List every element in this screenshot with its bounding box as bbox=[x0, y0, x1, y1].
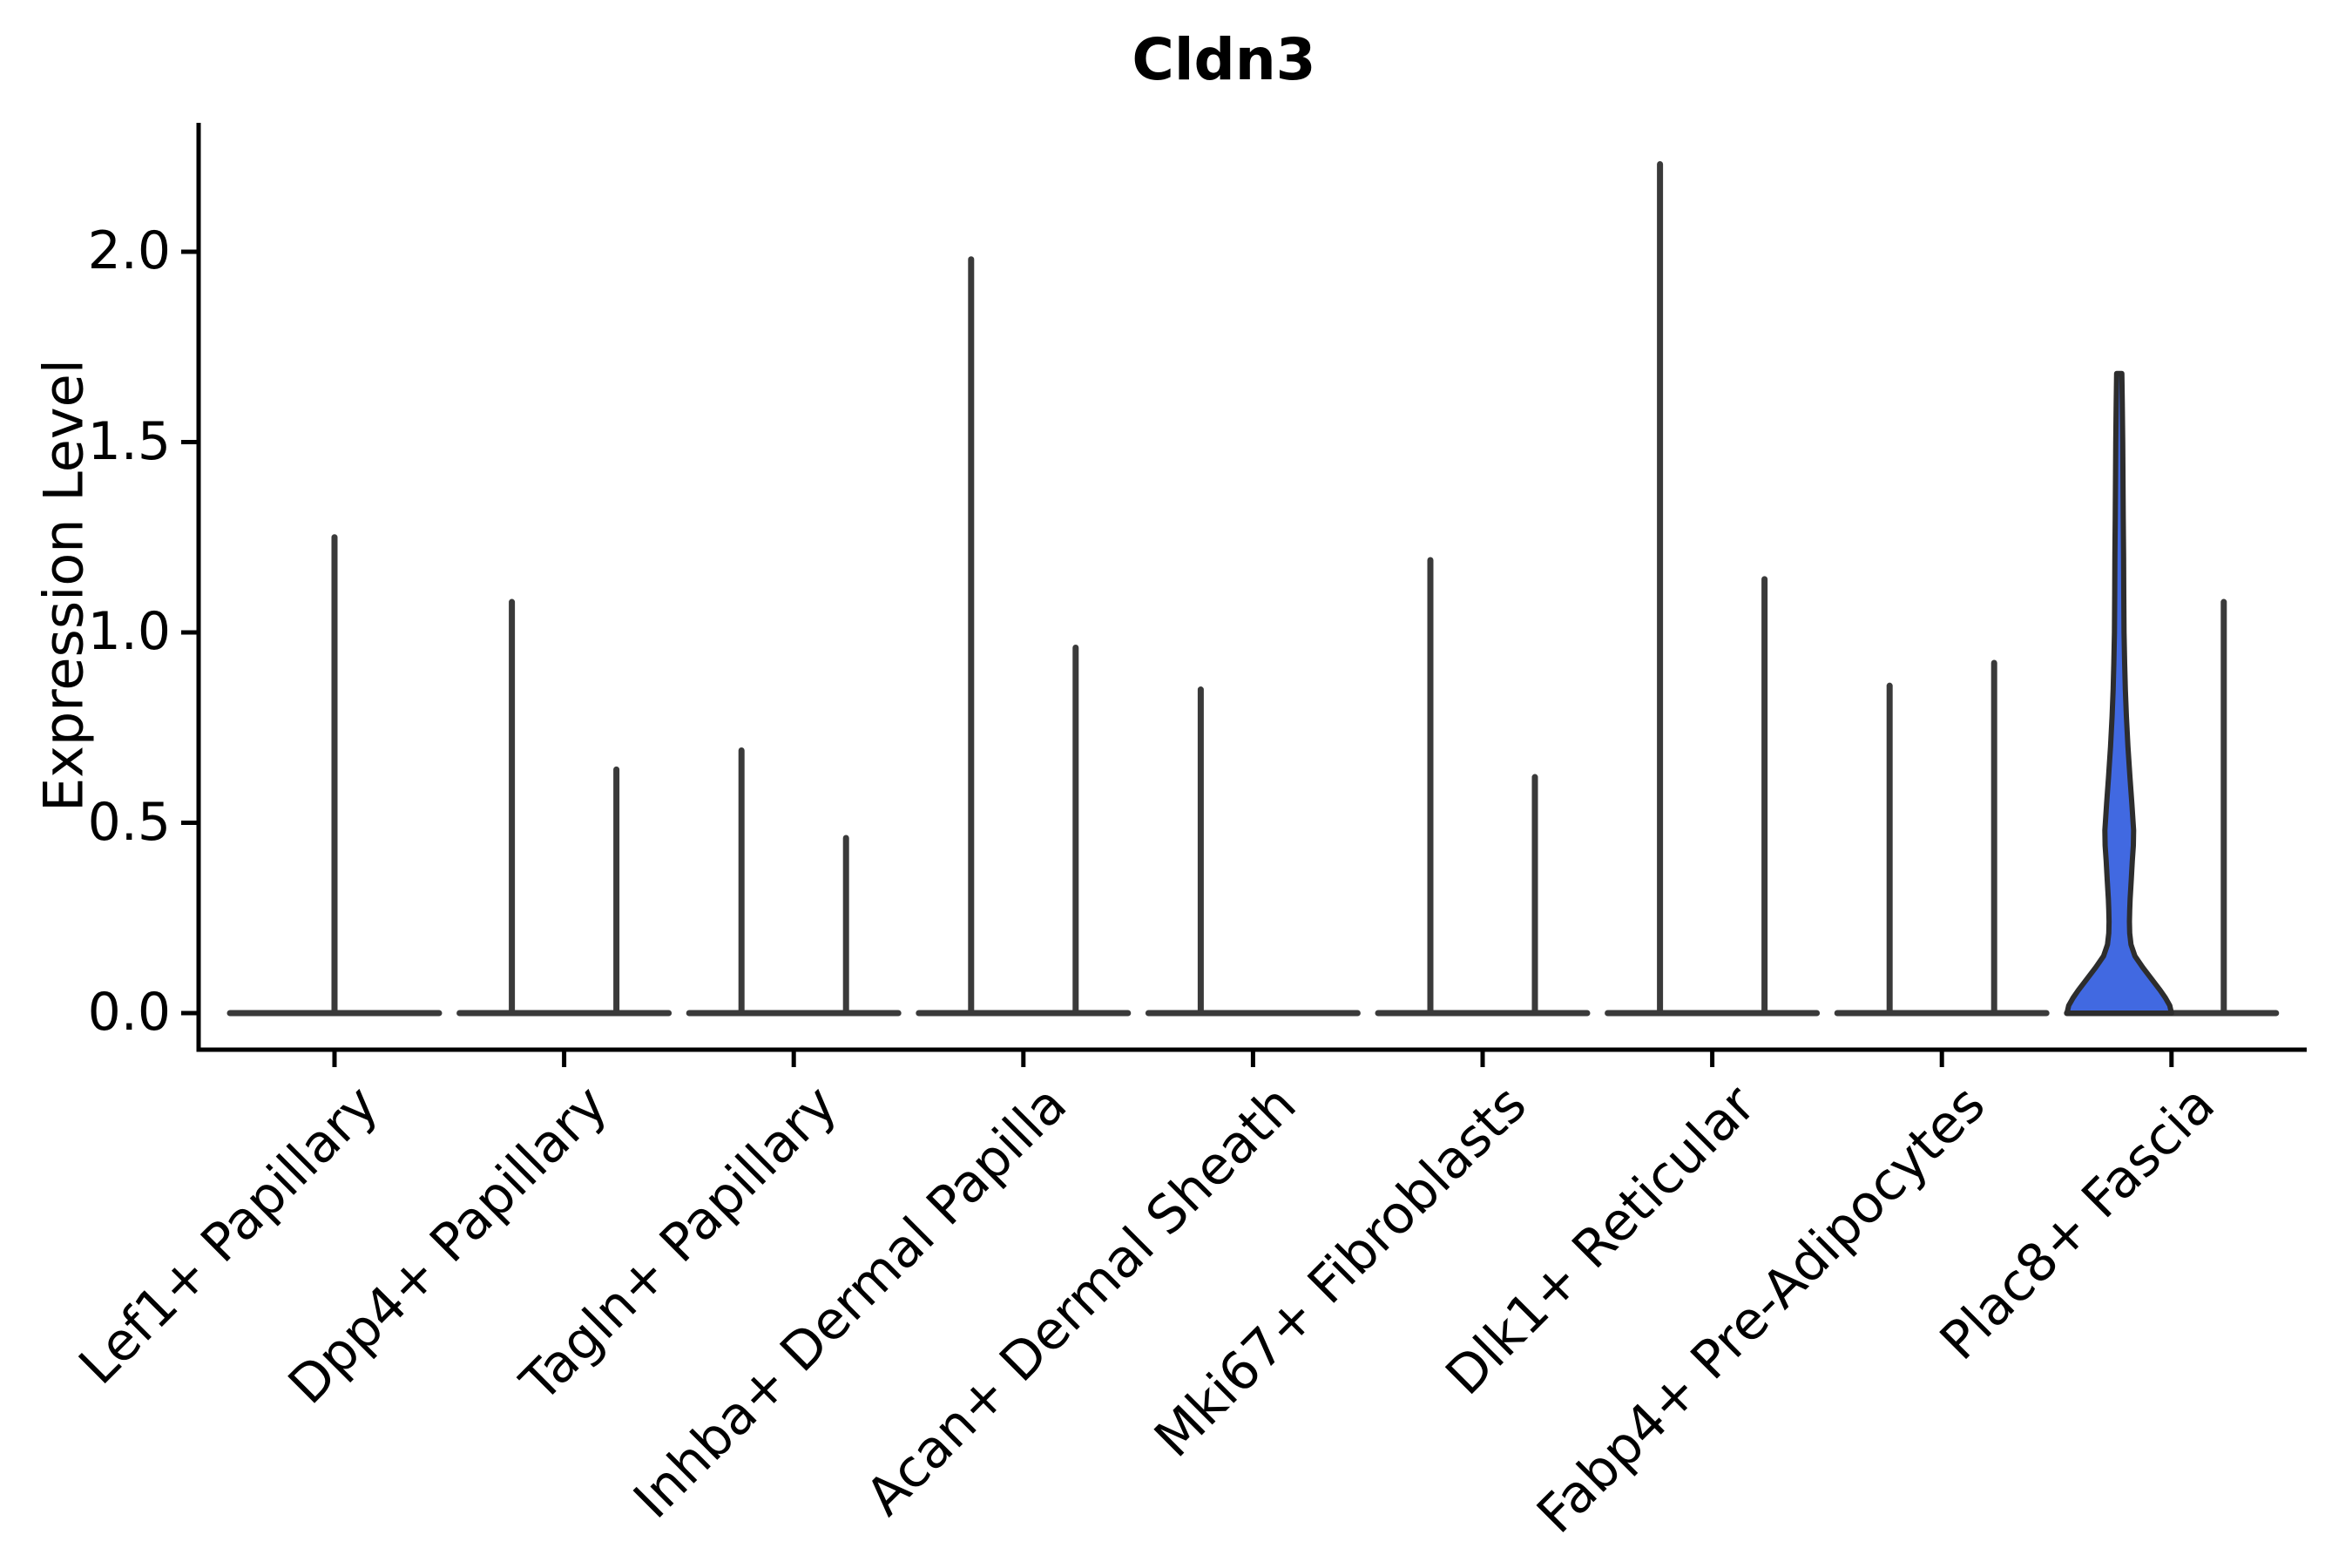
y-tick-label: 2.0 bbox=[87, 220, 171, 281]
y-tick-label: 1.5 bbox=[87, 410, 171, 472]
y-tick-label: 0.0 bbox=[87, 982, 171, 1043]
plot-title: Cldn3 bbox=[1132, 26, 1316, 93]
y-tick-label: 1.0 bbox=[87, 601, 171, 662]
violin-filled-highlight bbox=[2064, 370, 2174, 1016]
y-tick-label: 0.5 bbox=[87, 791, 171, 853]
